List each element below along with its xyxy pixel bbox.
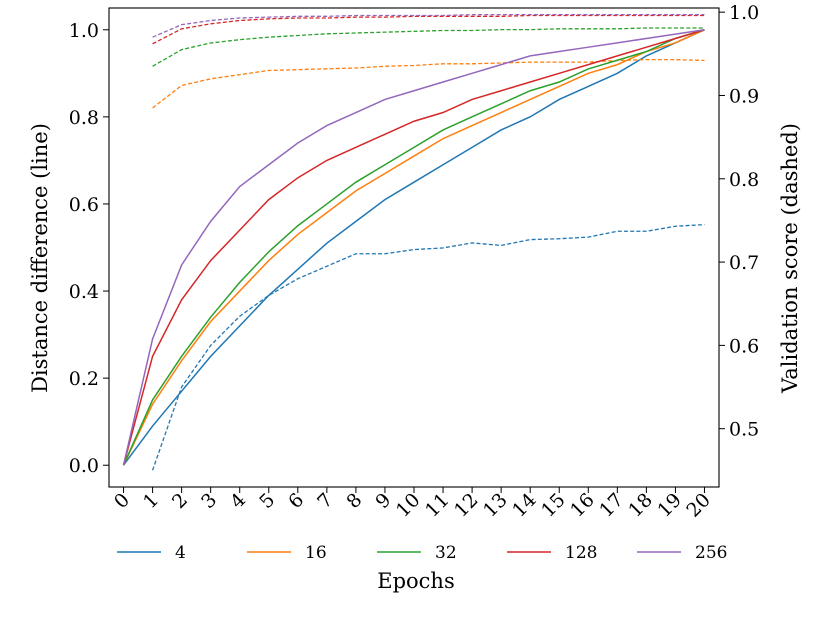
x-tick-label: 16	[566, 489, 599, 522]
x-tick-label: 19	[653, 489, 686, 522]
legend-label-128: 128	[565, 543, 597, 563]
x-tick-label: 1	[139, 489, 163, 513]
y-axis-title-left: Distance difference (line)	[28, 123, 52, 393]
x-tick-label: 9	[371, 489, 395, 513]
x-tick-label: 18	[624, 489, 657, 522]
distance-line-16	[122, 29, 705, 466]
x-tick-label: 10	[392, 489, 425, 522]
distance-line-4	[122, 29, 705, 466]
left-y-tick-label: 0.8	[69, 107, 99, 129]
x-tick-label: 6	[284, 489, 308, 513]
x-tick-label: 17	[595, 489, 628, 522]
plot-area	[108, 7, 720, 488]
series-layer	[122, 14, 705, 471]
right-y-tick-label: 0.5	[729, 419, 759, 441]
right-y-axis: 0.5 0.6 0.7 0.8 0.9 1.0	[719, 2, 759, 441]
left-y-tick-label: 1.0	[69, 20, 99, 42]
x-tick-label: 15	[537, 489, 570, 522]
y-axis-title-right: Validation score (dashed)	[778, 123, 802, 394]
x-tick-label: 11	[421, 489, 454, 522]
distance-line-32	[122, 29, 705, 466]
validation-line-4	[151, 223, 705, 471]
x-tick-label: 0	[110, 489, 134, 513]
x-tick-label: 14	[508, 489, 541, 522]
x-tick-label: 2	[168, 489, 192, 513]
right-y-tick-label: 0.6	[729, 335, 759, 357]
left-y-axis: 0.0 0.2 0.4 0.6 0.8 1.0	[69, 20, 109, 477]
x-axis-title: Epochs	[377, 569, 454, 593]
x-tick-label: 20	[682, 489, 715, 522]
legend-label-16: 16	[305, 543, 327, 563]
x-tick-label: 13	[479, 489, 512, 522]
right-y-tick-label: 0.7	[729, 252, 759, 274]
legend-label-256: 256	[695, 543, 727, 563]
left-y-tick-label: 0.4	[69, 281, 99, 303]
left-y-tick-label: 0.0	[69, 455, 99, 477]
distance-line-128	[122, 29, 705, 466]
left-y-tick-label: 0.2	[69, 368, 99, 390]
validation-line-32	[152, 27, 705, 67]
x-tick-label: 5	[255, 489, 279, 513]
legend: 4 16 32 128 256	[117, 543, 727, 563]
plot-frame	[108, 7, 720, 488]
right-y-tick-label: 0.9	[729, 85, 759, 107]
distance-line-256	[122, 29, 705, 466]
left-y-tick-label: 0.6	[69, 194, 99, 216]
x-tick-label: 4	[226, 489, 250, 513]
x-tick-label: 7	[313, 489, 337, 513]
validation-line-128	[152, 14, 705, 45]
legend-label-32: 32	[435, 543, 457, 563]
validation-line-256	[152, 14, 705, 38]
x-tick-label: 12	[450, 489, 483, 522]
x-tick-label: 8	[342, 489, 366, 513]
right-y-tick-label: 0.8	[729, 169, 759, 191]
legend-label-4: 4	[175, 543, 186, 563]
right-y-tick-label: 1.0	[729, 2, 759, 24]
validation-line-16	[152, 59, 705, 109]
x-tick-label: 3	[197, 489, 221, 513]
